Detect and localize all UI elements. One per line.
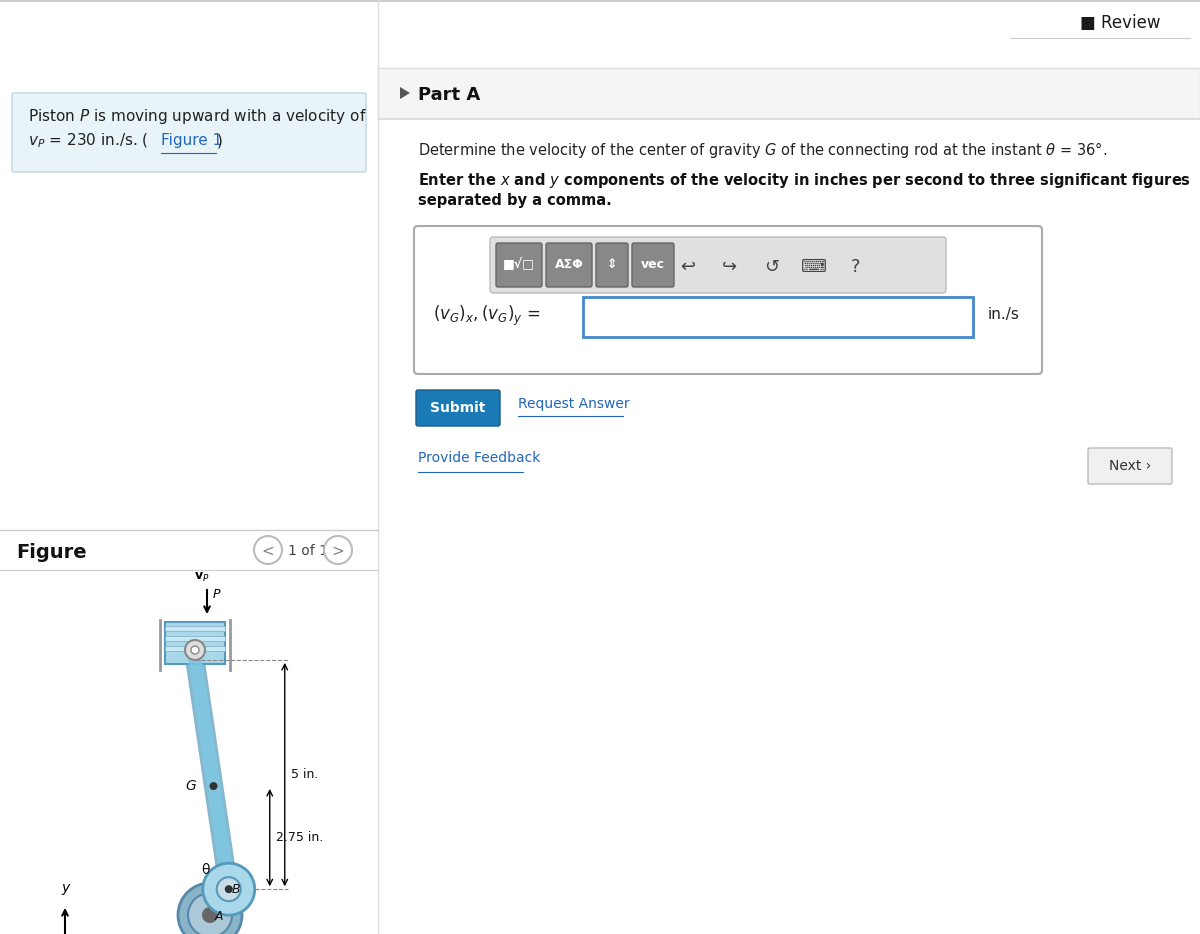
Circle shape: [191, 646, 199, 654]
Circle shape: [210, 782, 217, 790]
Text: Determine the velocity of the center of gravity $G$ of the connecting rod at the: Determine the velocity of the center of …: [418, 140, 1108, 160]
Bar: [166, 646, 226, 651]
Text: vec: vec: [641, 259, 665, 272]
FancyBboxPatch shape: [632, 243, 674, 287]
FancyBboxPatch shape: [490, 237, 946, 293]
Bar: [194, 889, 226, 915]
Text: Submit: Submit: [431, 401, 486, 415]
Text: x: x: [106, 932, 113, 934]
Text: ΑΣΦ: ΑΣΦ: [554, 259, 583, 272]
Text: y: y: [61, 881, 70, 895]
Circle shape: [185, 640, 205, 660]
Circle shape: [324, 536, 352, 564]
Text: ■ Review: ■ Review: [1080, 14, 1160, 32]
Text: $P$: $P$: [212, 588, 222, 601]
Text: ■√□: ■√□: [503, 259, 535, 272]
Text: separated by a comma.: separated by a comma.: [418, 193, 612, 208]
Text: ?: ?: [851, 258, 860, 276]
FancyBboxPatch shape: [496, 243, 542, 287]
Polygon shape: [400, 87, 410, 99]
Text: 1 of 1: 1 of 1: [288, 544, 328, 558]
Text: Request Answer: Request Answer: [518, 397, 630, 411]
Text: ↩: ↩: [680, 258, 696, 276]
Text: Provide Feedback: Provide Feedback: [418, 451, 540, 465]
Text: A: A: [215, 910, 223, 923]
Text: θ: θ: [200, 863, 209, 877]
Text: ⌨: ⌨: [802, 258, 827, 276]
Text: ↺: ↺: [764, 258, 780, 276]
Text: Figure 1: Figure 1: [161, 133, 222, 148]
Text: $(v_G)_x, (v_G)_y$ =: $(v_G)_x, (v_G)_y$ =: [433, 304, 541, 328]
Bar: [378, 118, 1200, 120]
Text: B: B: [232, 884, 240, 897]
Circle shape: [202, 907, 218, 923]
Text: 5 in.: 5 in.: [290, 768, 318, 781]
Text: 2.75 in.: 2.75 in.: [276, 831, 323, 844]
Bar: [378, 68, 1200, 118]
Circle shape: [178, 883, 242, 934]
Bar: [583, 297, 973, 337]
Text: $\mathbf{v}_P$: $\mathbf{v}_P$: [194, 571, 210, 584]
Bar: [166, 626, 226, 631]
FancyBboxPatch shape: [12, 93, 366, 172]
FancyBboxPatch shape: [546, 243, 592, 287]
Circle shape: [203, 863, 254, 915]
Circle shape: [254, 536, 282, 564]
Text: Piston $P$ is moving upward with a velocity of: Piston $P$ is moving upward with a veloc…: [28, 107, 367, 126]
Text: G: G: [186, 779, 197, 793]
Circle shape: [188, 893, 232, 934]
Text: ): ): [217, 133, 223, 148]
Text: ⇕: ⇕: [607, 259, 617, 272]
Text: Figure: Figure: [16, 543, 86, 562]
Bar: [0, 0, 1200, 2]
Text: <: <: [262, 544, 275, 559]
Text: in./s: in./s: [988, 307, 1020, 322]
Bar: [166, 622, 226, 664]
Bar: [166, 636, 226, 641]
FancyBboxPatch shape: [596, 243, 628, 287]
Circle shape: [224, 885, 233, 893]
Text: Next ›: Next ›: [1109, 459, 1151, 473]
Text: >: >: [331, 544, 344, 559]
Circle shape: [217, 877, 241, 901]
Text: ↪: ↪: [722, 258, 738, 276]
FancyBboxPatch shape: [1088, 448, 1172, 484]
FancyBboxPatch shape: [416, 390, 500, 426]
Text: $v_P$ = 230 in./s. (: $v_P$ = 230 in./s. (: [28, 132, 149, 149]
Text: Enter the $x$ and $y$ components of the velocity in inches per second to three s: Enter the $x$ and $y$ components of the …: [418, 171, 1190, 190]
FancyBboxPatch shape: [414, 226, 1042, 374]
Text: Part A: Part A: [418, 86, 480, 104]
